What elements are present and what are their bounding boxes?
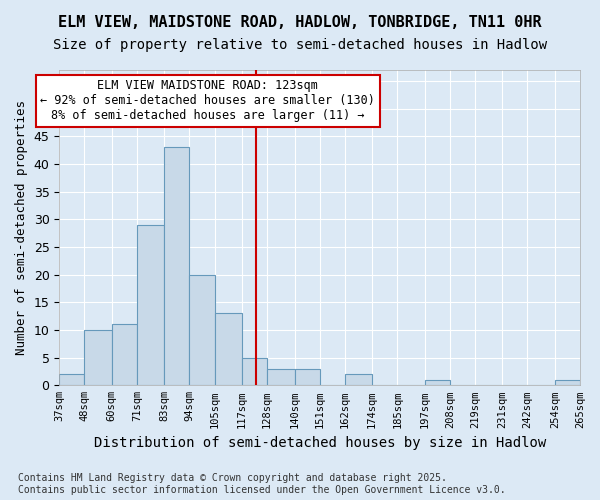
- Bar: [242, 358, 267, 386]
- Bar: [190, 274, 215, 386]
- Bar: [59, 374, 85, 386]
- Bar: [137, 225, 164, 386]
- Bar: [295, 368, 320, 386]
- Bar: [425, 380, 450, 386]
- Bar: [85, 330, 112, 386]
- Bar: [112, 324, 137, 386]
- Y-axis label: Number of semi-detached properties: Number of semi-detached properties: [15, 100, 28, 355]
- Text: Size of property relative to semi-detached houses in Hadlow: Size of property relative to semi-detach…: [53, 38, 547, 52]
- Text: Contains HM Land Registry data © Crown copyright and database right 2025.
Contai: Contains HM Land Registry data © Crown c…: [18, 474, 506, 495]
- Bar: [267, 368, 295, 386]
- Bar: [164, 148, 190, 386]
- Bar: [215, 314, 242, 386]
- X-axis label: Distribution of semi-detached houses by size in Hadlow: Distribution of semi-detached houses by …: [94, 436, 546, 450]
- Text: ELM VIEW, MAIDSTONE ROAD, HADLOW, TONBRIDGE, TN11 0HR: ELM VIEW, MAIDSTONE ROAD, HADLOW, TONBRI…: [58, 15, 542, 30]
- Text: ELM VIEW MAIDSTONE ROAD: 123sqm
← 92% of semi-detached houses are smaller (130)
: ELM VIEW MAIDSTONE ROAD: 123sqm ← 92% of…: [40, 80, 375, 122]
- Bar: [345, 374, 372, 386]
- Bar: [555, 380, 580, 386]
